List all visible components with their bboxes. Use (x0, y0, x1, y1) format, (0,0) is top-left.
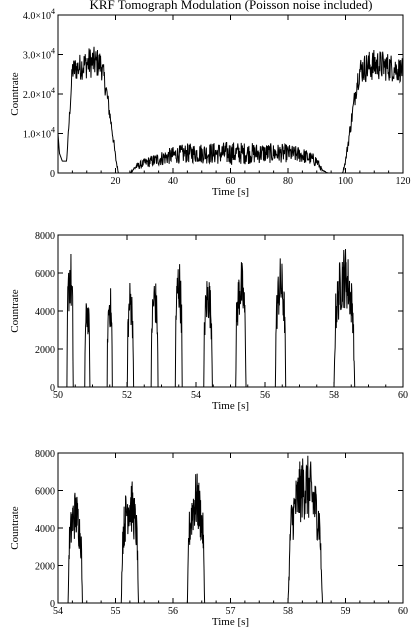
y-tick-label: 1.0×104 (23, 126, 55, 141)
plot-frame (57, 452, 404, 604)
x-tick-label: 56 (168, 606, 178, 617)
countrate-series-line (58, 248, 403, 388)
countrate-series-line (58, 455, 403, 604)
figure-title: KRF Tomograph Modulation (Poisson noise … (89, 0, 372, 12)
y-axis-label: Countrate (9, 289, 21, 332)
y-tick-label: 4000 (35, 524, 55, 535)
x-tick-label: 100 (338, 176, 353, 187)
x-tick-label: 56 (260, 390, 270, 401)
y-tick-label: 6000 (35, 487, 55, 498)
y-tick-label: 2.0×104 (23, 86, 55, 101)
countrate-series-line (57, 46, 404, 174)
y-tick-label: 3.0×104 (23, 47, 55, 62)
y-tick-label: 2000 (35, 345, 55, 356)
x-tick-label: 60 (398, 390, 408, 401)
y-tick-label: 0 (50, 599, 55, 610)
x-tick-label: 54 (53, 606, 63, 617)
x-axis-label: Time [s] (212, 616, 249, 628)
panel-zoom-54-60: 54 55 56 57 58 59 60 0 2000 4000 6000 8000 Time [s]… (9, 449, 408, 628)
panel-overview: 20 40 60 80 100 120 0 1.0×104 2.0×104 3.0×104 4.0×… (9, 7, 411, 198)
x-tick-label: 60 (226, 176, 236, 187)
x-tick-label: 50 (53, 390, 63, 401)
x-axis-label: Time [s] (212, 186, 249, 198)
x-tick-label: 55 (111, 606, 121, 617)
panel-zoom-50-60: 50 52 54 56 58 60 0 2000 4000 6000 8000 Time [s] C… (9, 231, 408, 412)
y-tick-label: 2000 (35, 562, 55, 573)
x-tick-label: 58 (283, 606, 293, 617)
y-tick-label: 6000 (35, 269, 55, 280)
x-tick-label: 120 (396, 176, 411, 187)
x-tick-label: 20 (111, 176, 121, 187)
y-tick-label: 0 (50, 169, 55, 180)
y-tick-label: 4000 (35, 307, 55, 318)
x-axis-label: Time [s] (212, 400, 249, 412)
x-tick-label: 57 (226, 606, 236, 617)
y-axis-label: Countrate (9, 506, 21, 549)
y-tick-label: 8000 (35, 231, 55, 242)
x-tick-label: 80 (283, 176, 293, 187)
y-axis-label: Countrate (9, 72, 21, 115)
x-tick-label: 54 (191, 390, 201, 401)
y-tick-label: 0 (50, 383, 55, 394)
y-tick-label: 8000 (35, 449, 55, 460)
x-tick-label: 60 (398, 606, 408, 617)
x-tick-label: 40 (168, 176, 178, 187)
x-tick-label: 52 (122, 390, 132, 401)
x-tick-label: 59 (341, 606, 351, 617)
y-tick-label: 4.0×104 (23, 7, 55, 22)
x-tick-label: 58 (329, 390, 339, 401)
